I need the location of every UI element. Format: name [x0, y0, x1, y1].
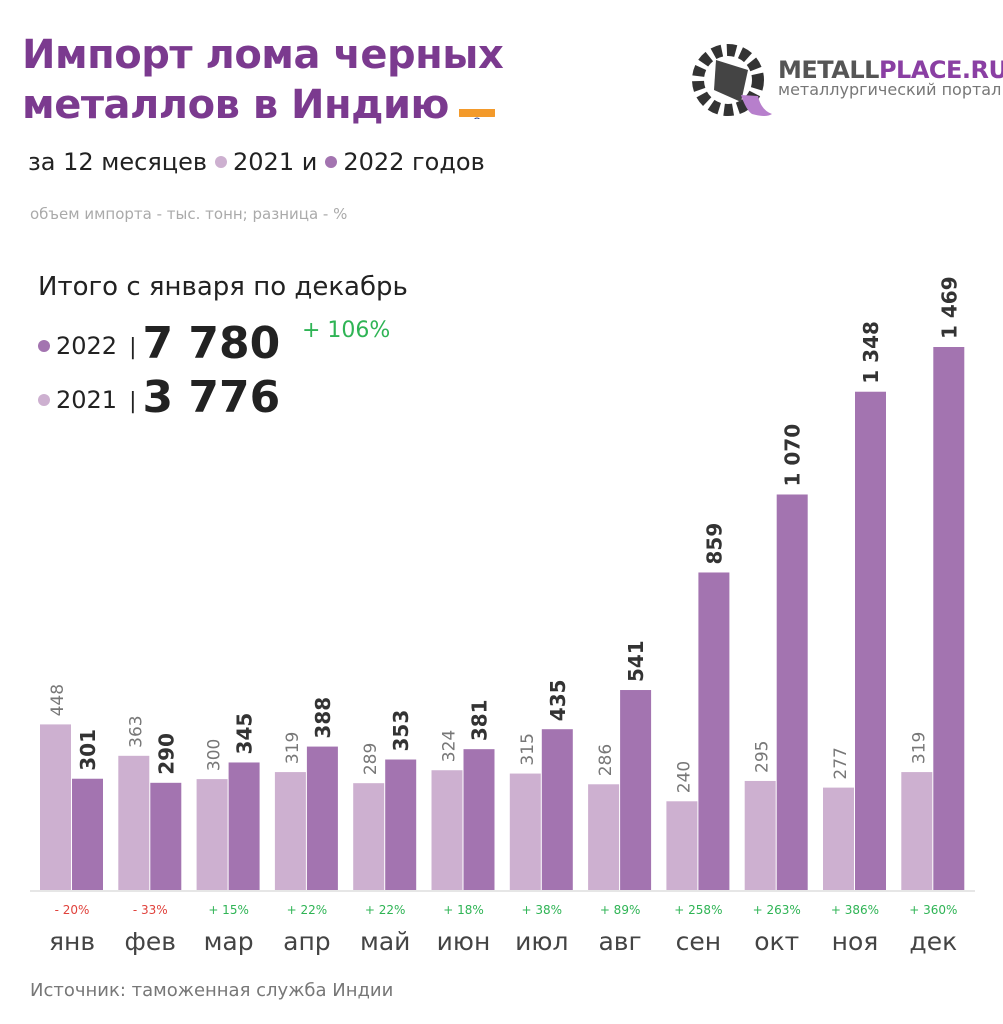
data-label-2021: 319 — [909, 732, 929, 764]
data-label-2022: 388 — [311, 697, 335, 739]
india-flag-icon — [458, 95, 495, 119]
data-label-2022: 541 — [624, 640, 648, 682]
data-label-2022: 1 469 — [937, 276, 961, 339]
diff-label: + 38% — [522, 903, 563, 917]
x-tick-label: май — [360, 927, 410, 956]
total-2022: 2022 | 7 780 — [38, 318, 280, 369]
totals-heading: Итого с января по декабрь — [38, 272, 408, 302]
bar-2021-июн — [431, 770, 463, 890]
bar-2021-авг — [588, 784, 620, 890]
diff-label: + 18% — [443, 903, 484, 917]
total-2021-value: 3 776 — [142, 372, 281, 423]
diff-label: + 15% — [208, 903, 249, 917]
legend-2021-label: 2021 и — [233, 148, 318, 176]
bar-2022-ноя — [855, 391, 886, 890]
x-tick-label: апр — [283, 927, 331, 956]
bar-2021-дек — [901, 772, 933, 890]
bar-2022-июн — [463, 749, 495, 890]
bar-2021-ноя — [823, 787, 854, 890]
diff-label: + 89% — [600, 903, 641, 917]
bar-2021-окт — [744, 780, 776, 890]
data-label-2022: 1 348 — [859, 321, 883, 384]
title-line-2: металлов в Индию — [22, 82, 449, 128]
x-tick-label: дек — [909, 927, 957, 956]
data-label-2022: 353 — [389, 710, 413, 752]
data-label-2021: 277 — [831, 747, 851, 779]
data-label-2021: 319 — [283, 732, 303, 764]
x-tick-label: авг — [598, 927, 641, 956]
legend-2021-dot — [215, 155, 228, 168]
logo-tagline: металлургический портал — [778, 80, 1002, 99]
total-2022-value: 7 780 — [142, 318, 281, 369]
data-label-2022: 301 — [76, 729, 100, 771]
diff-label: + 258% — [674, 903, 722, 917]
subtitle-prefix: за 12 месяцев — [28, 148, 208, 176]
diff-label: - 33% — [133, 903, 168, 917]
bar-2021-апр — [274, 772, 306, 890]
bar-2022-дек — [933, 347, 965, 890]
bar-2021-сен — [666, 801, 698, 890]
bar-2021-мар — [196, 779, 228, 890]
x-tick-label: июл — [515, 927, 568, 956]
data-label-2022: 381 — [468, 699, 492, 741]
data-label-2021: 286 — [596, 744, 616, 776]
bar-2022-сен — [698, 572, 730, 890]
logo-name: METALLPLACE.RU — [778, 56, 1003, 84]
x-tick-label: ноя — [832, 927, 879, 956]
x-tick-label: мар — [204, 927, 254, 956]
bar-2022-авг — [620, 690, 652, 890]
x-tick-label: июн — [437, 927, 491, 956]
diff-label: + 22% — [287, 903, 328, 917]
data-label-2021: 289 — [361, 743, 381, 775]
diff-label: + 386% — [831, 903, 879, 917]
data-label-2021: 240 — [674, 761, 694, 793]
bar-2022-фев — [150, 782, 182, 890]
total-2021-year: 2021 — [56, 386, 118, 414]
total-2022-year: 2022 — [56, 332, 118, 360]
bar-2021-янв — [40, 724, 71, 890]
data-label-2021: 295 — [753, 741, 773, 773]
data-label-2021: 324 — [440, 730, 460, 762]
total-diff: + 106% — [302, 318, 391, 343]
bar-2022-июл — [541, 729, 573, 890]
diff-label: + 263% — [753, 903, 801, 917]
legend-2022-dot — [325, 155, 338, 168]
data-label-2022: 435 — [546, 679, 570, 721]
data-label-2022: 290 — [154, 733, 178, 775]
bar-2021-фев — [118, 755, 150, 890]
data-label-2021: 363 — [126, 715, 146, 747]
total-2021-dot — [38, 393, 50, 406]
bar-2022-май — [385, 759, 417, 890]
diff-label: + 22% — [365, 903, 406, 917]
data-label-2022: 345 — [233, 713, 257, 755]
data-label-2021: 448 — [48, 684, 68, 716]
page-title: Импорт лома черных металлов в Индию — [22, 30, 504, 130]
title-line-1: Импорт лома черных — [22, 32, 504, 78]
x-tick-label: фев — [125, 927, 177, 956]
bar-2022-апр — [306, 746, 338, 890]
bar-2021-май — [353, 783, 385, 890]
data-label-2021: 315 — [518, 733, 538, 765]
source-note: Источник: таможенная служба Индии — [30, 980, 394, 1001]
metallplace-logo-icon — [692, 44, 772, 116]
diff-label: + 360% — [909, 903, 957, 917]
subtitle: за 12 месяцев 2021 и 2022 годов — [28, 148, 485, 176]
x-tick-label: янв — [49, 927, 95, 956]
x-tick-label: сен — [676, 927, 721, 956]
diff-label: - 20% — [55, 903, 90, 917]
units-note: объем импорта - тыс. тонн; разница - % — [30, 205, 348, 223]
data-label-2022: 1 070 — [781, 424, 805, 487]
x-tick-label: окт — [754, 927, 799, 956]
total-2022-dot — [38, 339, 50, 352]
bar-2022-мар — [228, 762, 260, 890]
total-2021: 2021 | 3 776 — [38, 372, 280, 423]
data-label-2022: 859 — [702, 523, 726, 565]
bar-2022-янв — [72, 778, 103, 890]
bar-2021-июл — [509, 773, 541, 890]
data-label-2021: 300 — [205, 739, 225, 771]
legend-2022-label: 2022 годов — [343, 148, 485, 176]
bar-2022-окт — [776, 494, 808, 890]
